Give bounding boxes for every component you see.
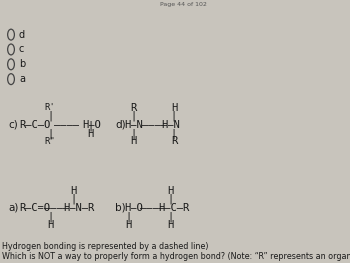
Text: ————: ———— (44, 203, 69, 213)
Text: R': R' (45, 103, 56, 112)
Text: d): d) (115, 120, 126, 130)
Text: H: H (88, 129, 94, 139)
Text: |: | (126, 211, 132, 222)
Text: |: | (131, 128, 137, 139)
Text: |: | (70, 194, 77, 204)
Text: d: d (19, 30, 25, 40)
Text: R–C–O: R–C–O (20, 120, 51, 130)
Text: H–C–R: H–C–R (159, 203, 190, 213)
Text: H–O: H–O (124, 203, 143, 213)
Text: H–O: H–O (82, 120, 101, 130)
Text: Which is NOT a way to properly form a hydrogen bond? (Note: “R” represents an or: Which is NOT a way to properly form a hy… (2, 252, 350, 261)
Text: H: H (167, 220, 173, 230)
Text: H–N–R: H–N–R (64, 203, 95, 213)
Text: |: | (47, 211, 53, 222)
Text: R: R (20, 203, 26, 213)
Text: |: | (131, 110, 137, 121)
Text: a): a) (9, 203, 19, 213)
Text: c: c (19, 44, 24, 54)
Text: |: | (47, 128, 53, 139)
Text: b): b) (115, 203, 126, 213)
Text: |: | (47, 110, 53, 121)
Text: H: H (47, 220, 53, 230)
Text: H: H (70, 186, 77, 196)
Text: |: | (88, 120, 94, 131)
Text: Hydrogen bonding is represented by a dashed line): Hydrogen bonding is represented by a das… (2, 242, 209, 251)
Text: |: | (171, 110, 177, 121)
Text: H–N: H–N (161, 120, 180, 130)
Text: H: H (131, 136, 137, 146)
Text: ————: ———— (54, 120, 79, 130)
Text: |: | (167, 194, 173, 204)
Text: R: R (171, 136, 177, 146)
Text: |: | (167, 211, 173, 222)
Text: R": R" (45, 137, 56, 146)
Text: H: H (171, 103, 177, 113)
Text: –C=O: –C=O (25, 203, 49, 213)
Text: H: H (167, 186, 173, 196)
Text: c): c) (9, 120, 18, 130)
Text: H: H (126, 220, 132, 230)
Text: H–N: H–N (124, 120, 143, 130)
Text: b: b (19, 59, 25, 69)
Text: a: a (19, 74, 25, 84)
Text: ————: ———— (142, 120, 167, 130)
Text: |: | (171, 128, 177, 139)
Text: ————: ———— (140, 203, 164, 213)
Text: R: R (131, 103, 137, 113)
Text: Page 44 of 102: Page 44 of 102 (160, 2, 207, 7)
